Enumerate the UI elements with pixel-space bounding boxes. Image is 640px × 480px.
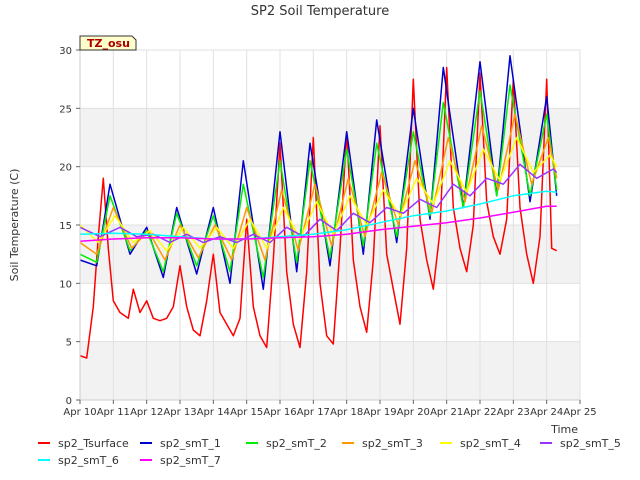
legend-label: sp2_smT_3 [362,437,423,450]
plot-band [80,108,580,167]
y-tick-label: 20 [59,163,72,174]
x-tick-label: Apr 23 [497,407,530,418]
legend-item-sp2_smT_2: sp2_smT_2 [246,437,327,450]
legend-item-sp2_smT_4: sp2_smT_4 [440,437,521,450]
y-tick-label: 0 [66,396,72,407]
x-tick-label: Apr 16 [263,407,296,418]
y-axis-label: Soil Temperature (C) [8,169,21,282]
legend-label: sp2_smT_6 [58,454,119,467]
series-layer [79,55,558,359]
x-tick-label: Apr 21 [430,407,463,418]
legend-label: sp2_smT_7 [160,454,221,467]
x-tick-label: Apr 10 [63,407,96,418]
x-tick-label: Apr 25 [563,407,596,418]
x-tick-label: Apr 14 [197,407,230,418]
x-tick-label: Apr 20 [397,407,430,418]
series-line-sp2_smT_7 [79,205,557,243]
annotation-box: TZ_osu [79,35,137,51]
legend-item-sp2_Tsurface: sp2_Tsurface [38,437,129,450]
y-tick-label: 15 [59,221,72,232]
legend-label: sp2_smT_5 [560,437,621,450]
legend-item-sp2_smT_7: sp2_smT_7 [140,454,221,467]
legend-label: sp2_Tsurface [58,437,129,450]
x-tick-label: Apr 13 [163,407,196,418]
x-tick-label: Apr 11 [97,407,130,418]
y-tick-label: 5 [66,338,72,349]
x-axis-label: Time [550,423,578,436]
y-tick-label: 25 [59,104,72,115]
legend-item-sp2_smT_3: sp2_smT_3 [342,437,423,450]
x-tick-label: Apr 19 [363,407,396,418]
series-line-sp2_smT_4 [79,136,558,252]
x-tick-label: Apr 22 [463,407,496,418]
annotation-text: TZ_osu [87,37,130,50]
series-line-sp2_smT_6 [79,190,557,240]
legend-label: sp2_smT_2 [266,437,327,450]
series-line-sp2_smT_5 [79,163,558,244]
legend-label: sp2_smT_1 [160,437,221,450]
legend: sp2_Tsurface sp2_smT_1 sp2_smT_2 sp2_smT_3 s… [38,437,621,467]
x-tick-label: Apr 18 [330,407,363,418]
x-tick-label: Apr 24 [530,407,563,418]
x-tick-label: Apr 17 [297,407,330,418]
x-tick-label: Apr 12 [130,407,163,418]
chart-title: SP2 Soil Temperature [251,4,389,19]
legend-label: sp2_smT_4 [460,437,521,450]
legend-item-sp2_smT_1: sp2_smT_1 [140,437,221,450]
legend-item-sp2_smT_6: sp2_smT_6 [38,454,119,467]
y-tick-label: 10 [59,279,72,290]
y-tick-label: 30 [59,46,72,57]
plot-band [80,341,580,400]
legend-item-sp2_smT_5: sp2_smT_5 [540,437,621,450]
x-tick-label: Apr 15 [230,407,263,418]
